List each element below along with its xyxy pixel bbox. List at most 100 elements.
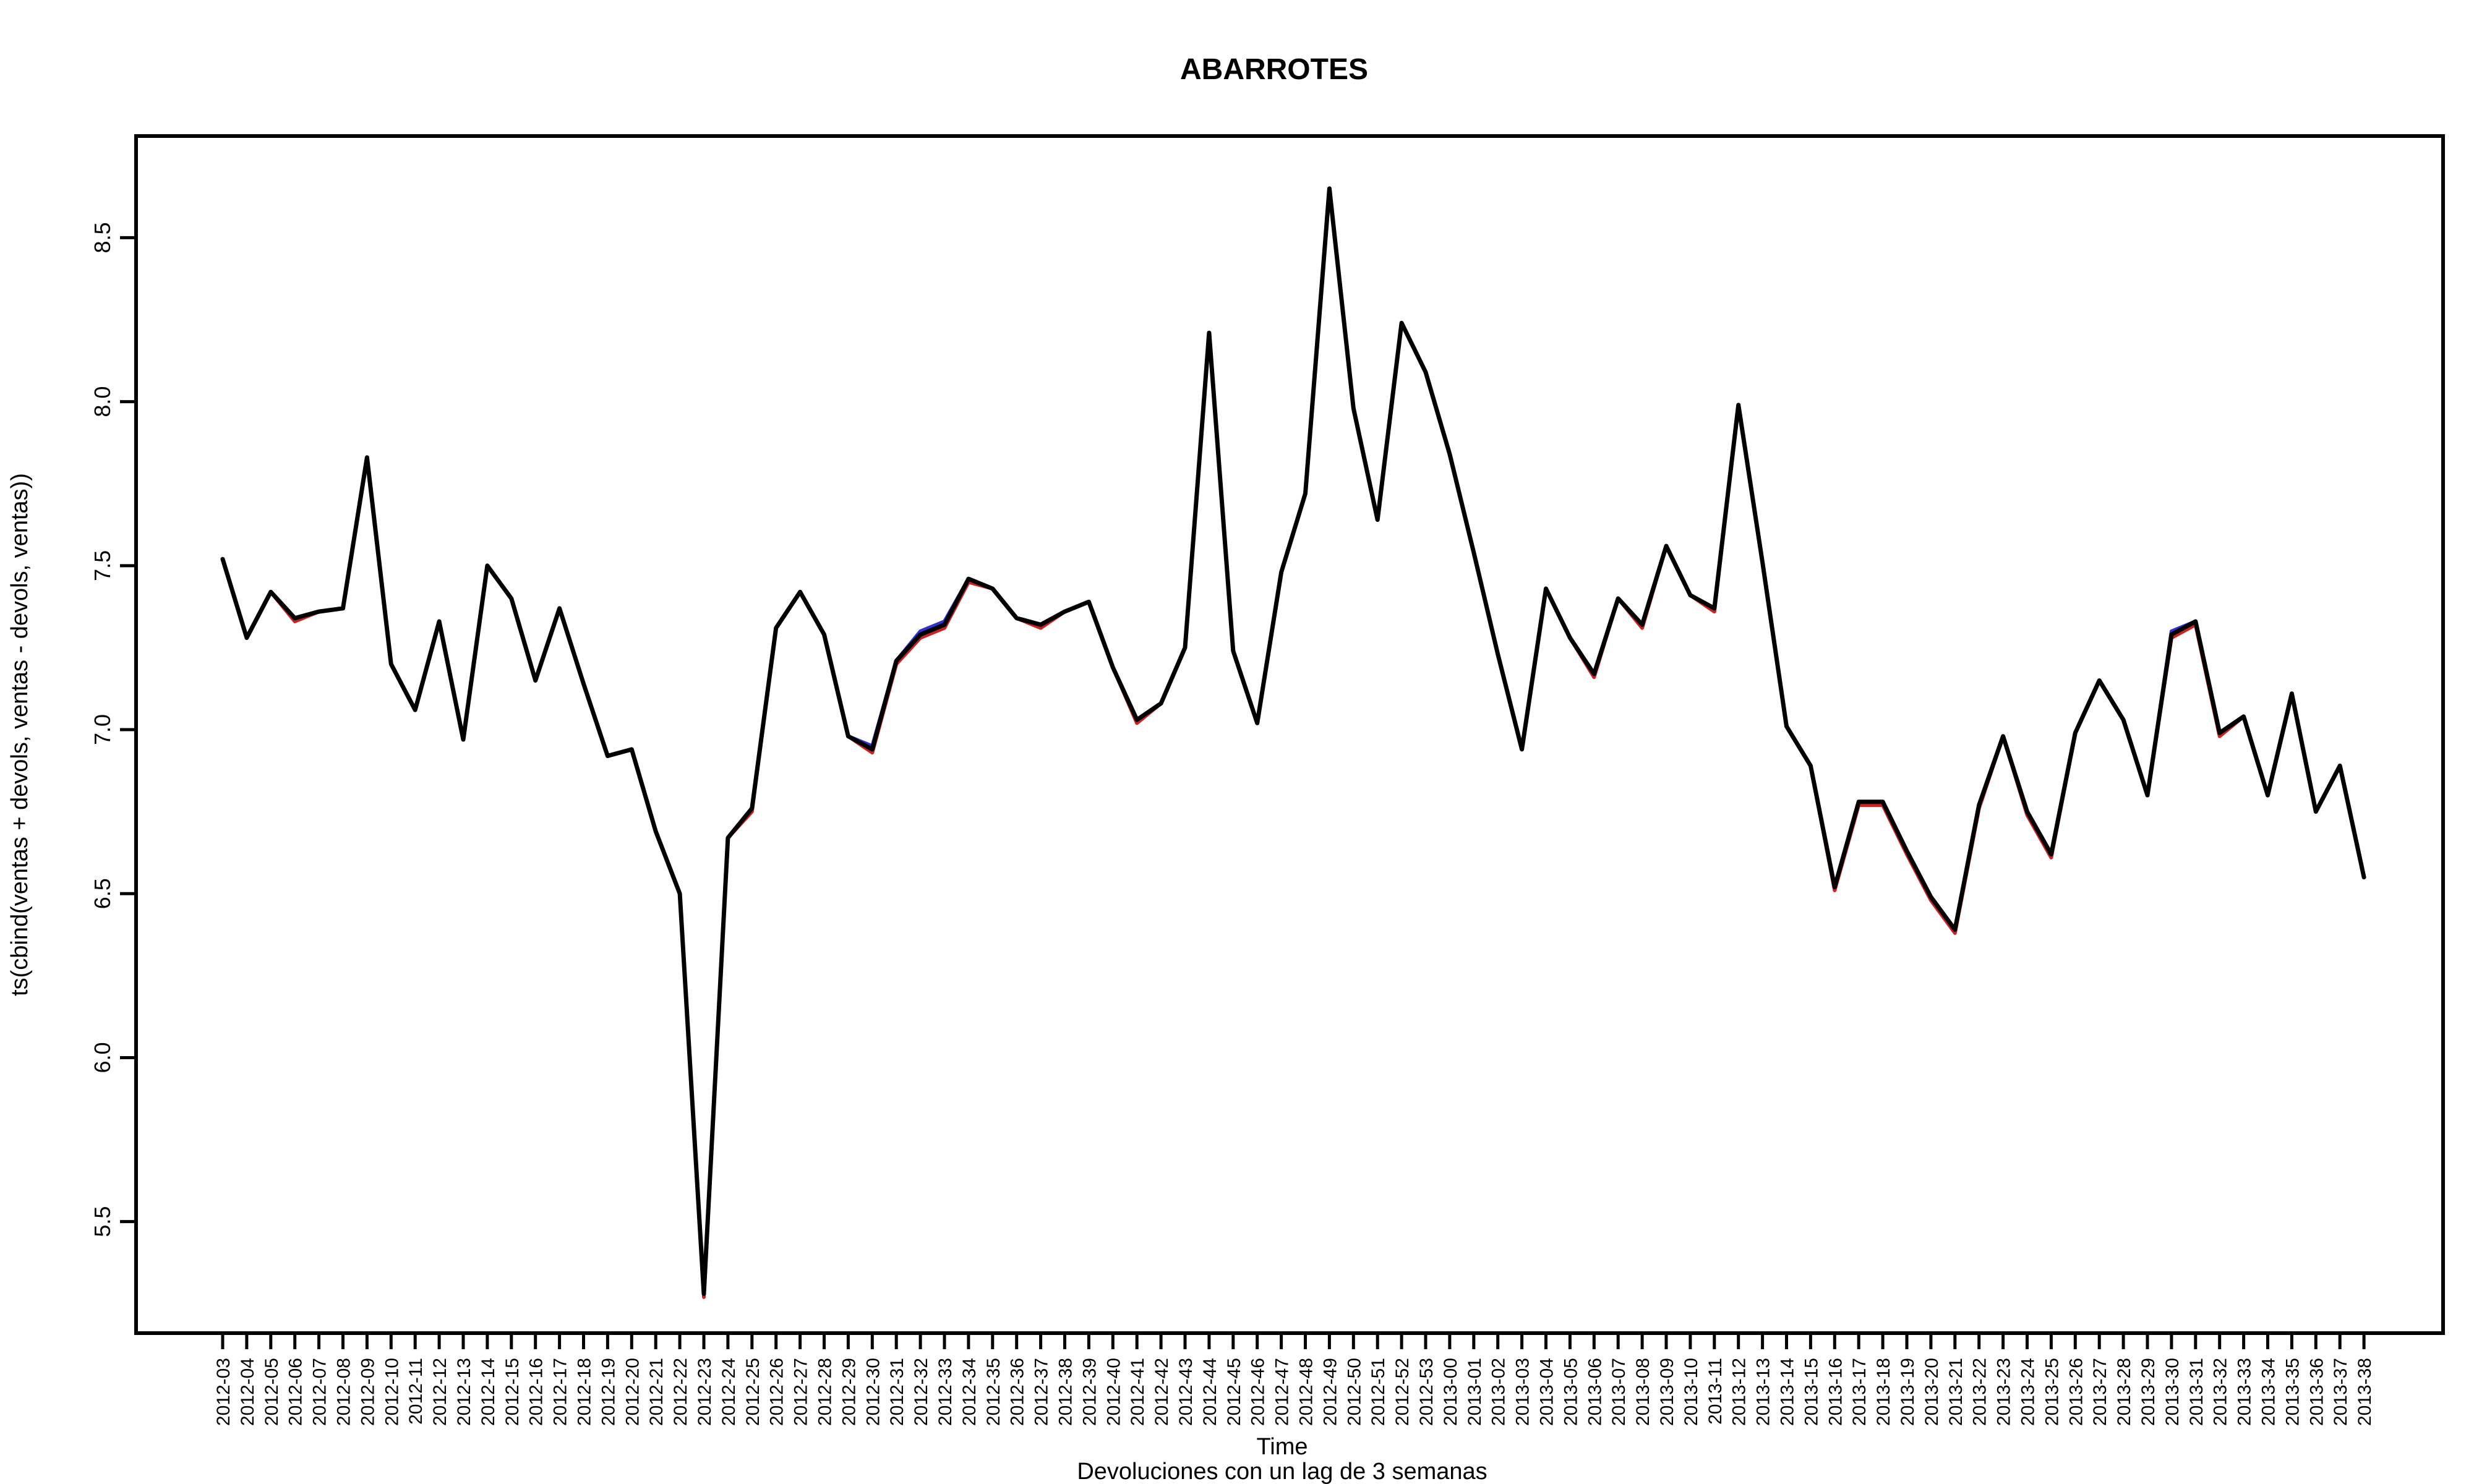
x-tick-label: 2013-38 — [2355, 1358, 2375, 1426]
x-tick-label: 2012-48 — [1296, 1358, 1317, 1426]
x-tick-label: 2012-35 — [983, 1358, 1004, 1426]
x-tick-label: 2013-22 — [1970, 1358, 1990, 1426]
x-tick-label: 2013-36 — [2306, 1358, 2327, 1426]
x-tick-label: 2012-53 — [1416, 1358, 1437, 1426]
x-tick-label: 2013-27 — [2090, 1358, 2110, 1426]
x-tick-label: 2013-12 — [1729, 1358, 1750, 1426]
x-tick-label: 2012-04 — [238, 1358, 258, 1426]
x-tick-label: 2013-19 — [1898, 1358, 1918, 1426]
y-axis: 5.5 6.0 6.5 7.0 7.5 8.0 8.5 — [90, 222, 136, 1237]
x-tick-label: 2012-10 — [382, 1358, 402, 1426]
x-tick-label: 2013-03 — [1513, 1358, 1533, 1426]
x-tick-label: 2013-11 — [1705, 1358, 1726, 1425]
x-tick-label: 2012-25 — [743, 1358, 763, 1426]
x-tick-label: 2013-13 — [1753, 1358, 1774, 1426]
x-tick-label: 2013-14 — [1778, 1358, 1798, 1426]
x-tick-label: 2013-10 — [1681, 1358, 1701, 1426]
x-tick-label: 2012-11 — [406, 1358, 426, 1425]
y-tick-label: 6.0 — [90, 1042, 115, 1073]
x-tick-label: 2012-19 — [598, 1358, 618, 1426]
x-tick-label: 2013-05 — [1560, 1358, 1581, 1426]
x-tick-label: 2012-22 — [670, 1358, 691, 1426]
x-tick-label: 2012-06 — [286, 1358, 306, 1426]
x-tick-label: 2013-16 — [1825, 1358, 1846, 1426]
x-tick-label: 2013-32 — [2211, 1358, 2231, 1426]
chart-title: ABARROTES — [1180, 53, 1368, 86]
x-tick-label: 2012-37 — [1032, 1358, 1052, 1426]
x-tick-label: 2012-29 — [839, 1358, 859, 1426]
y-tick-label: 8.0 — [90, 386, 115, 417]
x-tick-label: 2013-28 — [2114, 1358, 2134, 1426]
y-tick-label: 5.5 — [90, 1206, 115, 1237]
x-tick-label: 2013-25 — [2042, 1358, 2062, 1426]
x-tick-label: 2012-12 — [430, 1358, 450, 1426]
x-tick-label: 2013-15 — [1801, 1358, 1821, 1426]
x-tick-label: 2012-41 — [1128, 1358, 1148, 1426]
x-tick-label: 2013-01 — [1465, 1358, 1485, 1426]
y-tick-label: 7.5 — [90, 550, 115, 581]
x-tick-label: 2012-40 — [1103, 1358, 1124, 1426]
x-tick-label: 2012-36 — [1008, 1358, 1028, 1426]
x-tick-label: 2012-20 — [622, 1358, 643, 1426]
series-line — [220, 186, 2366, 1296]
x-tick-label: 2013-26 — [2066, 1358, 2086, 1426]
x-tick-label: 2012-39 — [1079, 1358, 1100, 1426]
x-tick-label: 2012-34 — [959, 1358, 980, 1426]
x-tick-label: 2012-16 — [526, 1358, 547, 1426]
x-tick-label: 2012-15 — [502, 1358, 523, 1426]
x-tick-label: 2013-17 — [1849, 1358, 1870, 1426]
x-tick-label: 2013-37 — [2331, 1358, 2351, 1426]
x-tick-label: 2012-03 — [213, 1358, 234, 1426]
x-tick-label: 2013-09 — [1657, 1358, 1677, 1426]
x-tick-label: 2013-02 — [1489, 1358, 1509, 1426]
x-tick-label: 2012-44 — [1200, 1358, 1220, 1426]
x-tick-label: 2012-46 — [1248, 1358, 1269, 1426]
x-tick-label: 2013-35 — [2282, 1358, 2303, 1426]
x-tick-label: 2012-45 — [1224, 1358, 1244, 1426]
x-tick-label: 2012-51 — [1368, 1358, 1389, 1426]
x-tick-label: 2013-33 — [2235, 1358, 2255, 1426]
x-tick-label: 2012-26 — [767, 1358, 787, 1426]
x-tick-label: 2013-23 — [1994, 1358, 2014, 1426]
x-tick-label: 2012-21 — [646, 1358, 667, 1426]
x-tick-label: 2013-04 — [1537, 1358, 1557, 1426]
x-tick-label: 2012-24 — [719, 1358, 739, 1426]
chart-subtitle: Devoluciones con un lag de 3 semanas — [1077, 1459, 1487, 1484]
x-tick-label: 2012-23 — [695, 1358, 715, 1426]
x-tick-label: 2012-32 — [911, 1358, 931, 1426]
x-tick-label: 2013-21 — [1946, 1358, 1966, 1426]
y-tick-label: 8.5 — [90, 222, 115, 253]
x-tick-label: 2012-07 — [310, 1358, 330, 1426]
x-tick-label: 2012-08 — [334, 1358, 354, 1426]
x-tick-label: 2013-06 — [1585, 1358, 1605, 1426]
x-tick-label: 2012-27 — [791, 1358, 811, 1426]
x-tick-label: 2012-31 — [887, 1358, 907, 1426]
x-tick-label: 2012-17 — [550, 1358, 571, 1426]
x-tick-label: 2012-50 — [1344, 1358, 1364, 1426]
x-tick-label: 2012-14 — [478, 1358, 499, 1426]
plot-frame — [134, 134, 2445, 1335]
x-tick-label: 2013-07 — [1609, 1358, 1629, 1426]
x-tick-label: 2012-18 — [575, 1358, 595, 1426]
series-lines — [220, 186, 2366, 1299]
x-tick-label: 2012-28 — [815, 1358, 836, 1426]
x-tick-label: 2012-09 — [357, 1358, 378, 1426]
x-axis-label: Time — [1256, 1434, 1308, 1460]
x-tick-label: 2013-20 — [1922, 1358, 1942, 1426]
x-axis: 2012-03 2012-04 2012-05 2012-06 2012-07 2012-… — [213, 1333, 2375, 1426]
x-tick-label: 2013-18 — [1873, 1358, 1894, 1426]
x-tick-label: 2012-30 — [863, 1358, 883, 1426]
x-tick-label: 2012-43 — [1176, 1358, 1196, 1426]
y-tick-label: 7.0 — [90, 714, 115, 745]
x-tick-label: 2012-49 — [1320, 1358, 1340, 1426]
y-tick-label: 6.5 — [90, 878, 115, 909]
x-tick-label: 2013-08 — [1633, 1358, 1653, 1426]
x-tick-label: 2013-00 — [1440, 1358, 1461, 1426]
x-tick-label: 2012-52 — [1392, 1358, 1413, 1426]
x-tick-label: 2012-38 — [1056, 1358, 1076, 1426]
x-tick-label: 2013-34 — [2259, 1358, 2279, 1426]
x-tick-label: 2013-24 — [2018, 1358, 2039, 1426]
x-tick-label: 2012-33 — [935, 1358, 956, 1426]
